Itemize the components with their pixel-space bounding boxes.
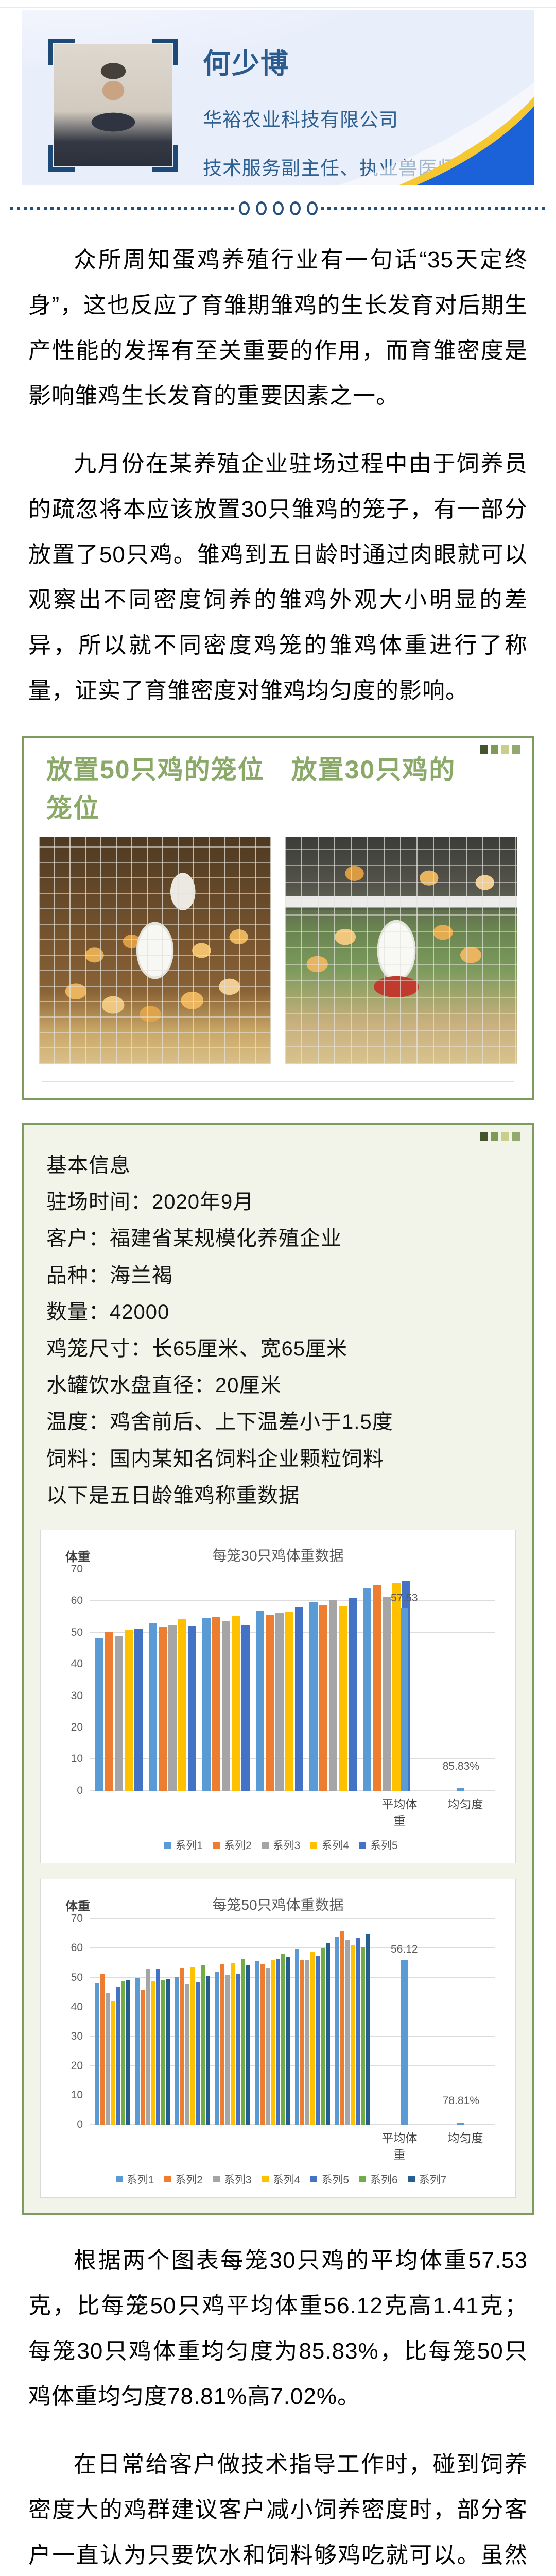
top-rule — [0, 0, 556, 8]
chicks-cage-50-photo[interactable] — [39, 837, 271, 1064]
chicks-cage-30-photo[interactable] — [285, 837, 517, 1064]
square-icon — [501, 1132, 509, 1141]
info-line: 水罐饮水盘直径：20厘米 — [46, 1374, 282, 1397]
photos-row — [37, 837, 519, 1064]
info-line: 数量：42000 — [46, 1300, 170, 1324]
ring-icon — [272, 201, 284, 215]
square-icon — [491, 1132, 498, 1141]
frame-corner-icon — [48, 145, 75, 172]
info-line: 基本信息 — [46, 1154, 131, 1177]
frame-corner-icon — [152, 145, 178, 172]
info-line: 以下是五日龄雏鸡称重数据 — [46, 1484, 300, 1507]
info-line: 鸡笼尺寸：长65厘米、宽65厘米 — [46, 1337, 348, 1360]
corner-squares-decoration — [480, 1132, 520, 1141]
square-icon — [480, 1132, 488, 1141]
author-name: 何少博 — [203, 48, 289, 79]
paragraph-guidance: 在日常给客户做技术指导工作时，碰到饲养密度大的鸡群建议客户减小饲养密度时，部分客… — [28, 2451, 528, 2568]
info-line: 温度：鸡舍前后、上下温差小于1.5度 — [46, 1411, 393, 1434]
article-body: 众所周知蛋鸡养殖行业有一句话“35天定终身”，这也反应了育雏期雏鸡的生长发育对后… — [28, 215, 528, 714]
info-line: 品种：海兰褐 — [46, 1264, 173, 1287]
weight-chart-50-per-cage[interactable]: 体重 每笼50只鸡体重数据 0 10 20 30 40 50 60 70 56.12 78.81% 平均… — [40, 1879, 516, 2198]
data-box: 基本信息 驻场时间：2020年9月 客户：福建省某规模化养殖企业 品种：海兰褐 … — [22, 1123, 534, 2215]
section-divider — [10, 201, 546, 215]
square-icon — [501, 745, 509, 754]
ring-icon — [255, 201, 267, 215]
paragraph-case: 九月份在某养殖企业驻场过程中由于饲养员的疏忽将本应该放置30只雏鸡的笼子，有一部… — [28, 451, 528, 703]
wave-blue — [417, 106, 534, 185]
paragraph-intro: 众所周知蛋鸡养殖行业有一句话“35天定终身”，这也反应了育雏期雏鸡的生长发育对后… — [28, 247, 528, 409]
info-line: 饲料：国内某知名饲料企业颗粒饲料 — [46, 1447, 384, 1470]
square-icon — [491, 745, 498, 754]
author-card: 何少博 华裕农业科技有限公司 技术服务副主任、执业兽医师 — [22, 10, 534, 185]
ring-icon — [289, 201, 301, 215]
cage-photos-box: 放置50只鸡的笼位 放置30只鸡的笼位 — [22, 736, 534, 1100]
frame-corner-icon — [48, 39, 75, 65]
photos-underline — [42, 1081, 514, 1082]
weight-chart-30-per-cage[interactable]: 体重 每笼30只鸡体重数据 0 10 20 30 40 50 60 70 57.53 85.83% 平均… — [40, 1529, 516, 1864]
square-icon — [480, 745, 488, 754]
dotted-line — [10, 207, 236, 210]
author-company: 华裕农业科技有限公司 — [203, 109, 398, 130]
corner-wave-decoration — [339, 82, 534, 185]
basic-info-block: 基本信息 驻场时间：2020年9月 客户：福建省某规模化养殖企业 品种：海兰褐 … — [46, 1147, 510, 1514]
square-icon — [512, 745, 520, 754]
ring-icon — [306, 201, 318, 215]
author-avatar[interactable] — [54, 44, 172, 166]
info-line: 客户：福建省某规模化养殖企业 — [46, 1227, 342, 1250]
dotted-line — [320, 207, 546, 210]
square-icon — [512, 1132, 520, 1141]
info-line: 驻场时间：2020年9月 — [46, 1191, 254, 1214]
article-body-2: 根据两个图表每笼30只鸡的平均体重57.53克，比每笼50只鸡平均体重56.12… — [28, 2215, 528, 2576]
paragraph-results: 根据两个图表每笼30只鸡的平均体重57.53克，比每笼50只鸡平均体重56.12… — [28, 2247, 528, 2409]
ring-icon — [238, 201, 250, 215]
photo-frame — [48, 39, 178, 172]
corner-squares-decoration — [480, 745, 520, 754]
frame-corner-icon — [152, 39, 178, 65]
photos-caption: 放置50只鸡的笼位 放置30只鸡的笼位 — [46, 755, 456, 823]
